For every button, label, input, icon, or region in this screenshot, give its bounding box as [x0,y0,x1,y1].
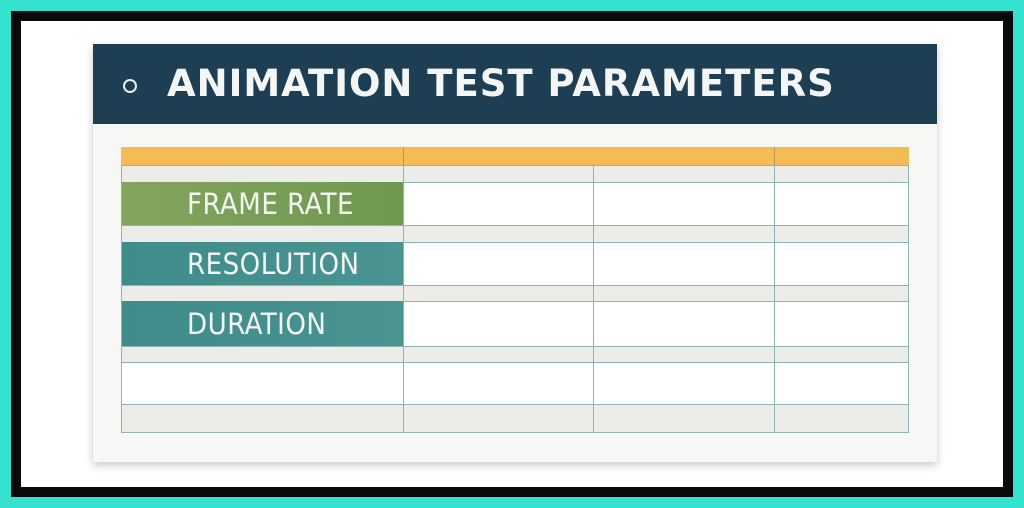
table-row [121,362,909,404]
header-divider [774,147,775,165]
canvas: ANIMATION TEST PARAMETERS [21,21,1003,487]
parameters-table: FRAME RATE RESOLUTION [121,147,909,433]
row-label-duration: DURATION [121,301,403,346]
table-row [121,285,909,301]
row-label-resolution: RESOLUTION [121,242,403,285]
page-title: ANIMATION TEST PARAMETERS [167,62,835,105]
card-header: ANIMATION TEST PARAMETERS [93,44,937,124]
row-label-frame-rate: FRAME RATE [121,182,403,225]
table-row [121,165,909,182]
table-row [121,404,909,433]
table-header-bar [121,147,909,165]
outer-frame: ANIMATION TEST PARAMETERS [11,11,1013,497]
circle-icon [123,79,137,93]
header-divider [403,147,404,165]
parameters-card: ANIMATION TEST PARAMETERS [93,44,937,462]
table-row [121,225,909,242]
table-row [121,346,909,362]
